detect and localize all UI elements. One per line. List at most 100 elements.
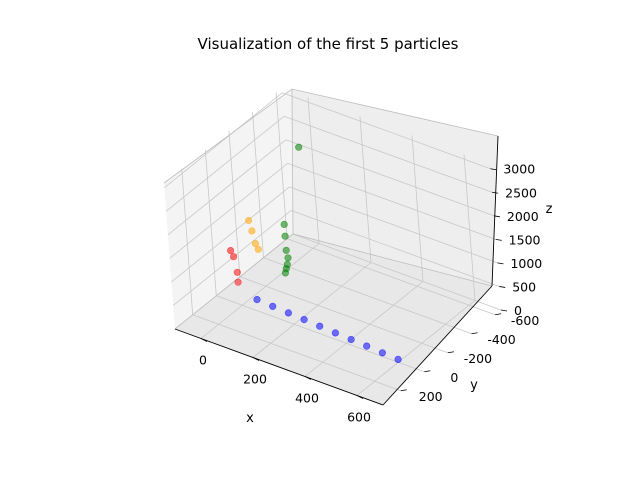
particle-1-point [300, 316, 308, 324]
y-gridline-floor [263, 257, 472, 335]
data-points [227, 143, 402, 364]
y-tick-mark [447, 351, 454, 354]
y-tick-mark [471, 332, 478, 335]
z-tick-mark [497, 262, 504, 265]
x-tick-label: 0 [199, 353, 207, 368]
z-gridline-back [292, 233, 502, 311]
y-gridline-floor [216, 295, 425, 373]
z-axis-label: z [546, 202, 553, 217]
z-tick-label: 1500 [509, 232, 541, 247]
y-axis-line [382, 285, 493, 406]
floor-pane [175, 234, 492, 405]
particle-2-point [227, 247, 235, 255]
particle-1-point [347, 335, 355, 344]
y-gridline-wall [204, 149, 217, 296]
x-gridline-wall [411, 135, 424, 282]
z-gridline-back [285, 139, 495, 217]
x-gridline-floor [356, 300, 476, 396]
y-tick-mark [400, 389, 407, 392]
z-gridline-left [169, 163, 288, 259]
particle-1-point [269, 302, 277, 310]
tick-labels: 0200400600-600-400-200020005001000150020… [199, 162, 542, 425]
z-tick-label: 2000 [507, 209, 539, 224]
particle-1-point [284, 309, 293, 317]
z-gridline-back [282, 92, 491, 170]
grid-lines [164, 92, 502, 396]
y-tick-label: 0 [450, 370, 458, 385]
z-tick-mark [492, 191, 499, 194]
particle-1-point [363, 342, 371, 350]
y-gridline-floor [239, 276, 449, 354]
z-gridline-left [164, 92, 283, 189]
y-gridline-floor [286, 238, 496, 316]
z-tick-mark [500, 309, 508, 312]
x-axis-line [174, 328, 384, 406]
y-tick-label: -400 [487, 332, 515, 347]
particle-3-point [245, 216, 253, 225]
pane-edges [163, 88, 499, 330]
particle-2-point [234, 278, 242, 286]
particle-4-point [282, 246, 290, 254]
x-gridline-wall [463, 154, 476, 301]
particle-1-point [331, 329, 340, 337]
z-gridline-back [289, 186, 498, 264]
x-gridline-floor [304, 281, 424, 377]
z-tick-label: 3000 [503, 162, 535, 177]
z-gridline-left [171, 186, 290, 283]
particle-4-point [281, 232, 289, 240]
y-gridline-wall [252, 111, 264, 258]
y-tick-label: 200 [419, 389, 443, 404]
y-tick-label: -600 [511, 313, 539, 328]
particle-2-point [233, 268, 241, 276]
x-tick-mark [200, 338, 208, 342]
particle-4-point [280, 220, 288, 228]
z-tick-label: 0 [514, 303, 522, 318]
z-gridline-back [283, 115, 493, 193]
x-gridline-floor [200, 243, 320, 339]
particle-1-point [394, 355, 402, 364]
particle-4-point [281, 269, 290, 277]
particle-1-point [253, 296, 261, 304]
particle-3-point [254, 245, 262, 253]
axis-lines [174, 135, 499, 406]
particle-1-point [378, 349, 387, 357]
y-tick-label: -200 [464, 351, 492, 366]
z-tick-mark [493, 215, 500, 218]
z-tick-mark [490, 168, 497, 171]
chart-title: Visualization of the first 5 particles [198, 35, 459, 53]
particle-4-point [295, 143, 303, 151]
z-tick-label: 500 [512, 279, 536, 294]
z-tick-mark [495, 238, 502, 241]
y-gridline-wall [275, 92, 288, 239]
y-gridline-floor [192, 314, 401, 392]
x-gridline-wall [359, 116, 372, 263]
particle-4-point [284, 254, 292, 262]
y-tick-mark [424, 370, 431, 373]
y-axis-label: y [470, 378, 478, 393]
z-gridline-left [167, 139, 287, 236]
z-tick-mark [499, 286, 506, 288]
x-tick-label: 400 [295, 391, 319, 406]
x-tick-mark [304, 376, 312, 380]
y-gridline-wall [181, 168, 194, 315]
particle-1-point [316, 322, 324, 330]
z-gridline-back [291, 210, 500, 287]
x-gridline-wall [307, 97, 320, 244]
z-tick-label: 2500 [505, 185, 537, 200]
x-axis-label: x [246, 411, 254, 426]
particle-3-point [251, 240, 259, 248]
x-tick-mark [356, 395, 364, 399]
z-axis-line [491, 135, 499, 287]
x-tick-label: 600 [347, 410, 371, 425]
y-tick-mark [495, 313, 502, 316]
x-tick-mark [252, 357, 260, 361]
x-tick-label: 200 [243, 372, 267, 387]
z-gridline-back [287, 162, 496, 240]
y-gridline-wall [228, 130, 241, 277]
left-wall-pane [164, 89, 293, 329]
particle-3-point [248, 227, 256, 235]
particle-2-point [230, 253, 238, 261]
z-tick-label: 1000 [510, 256, 542, 271]
x-gridline-floor [252, 262, 372, 358]
